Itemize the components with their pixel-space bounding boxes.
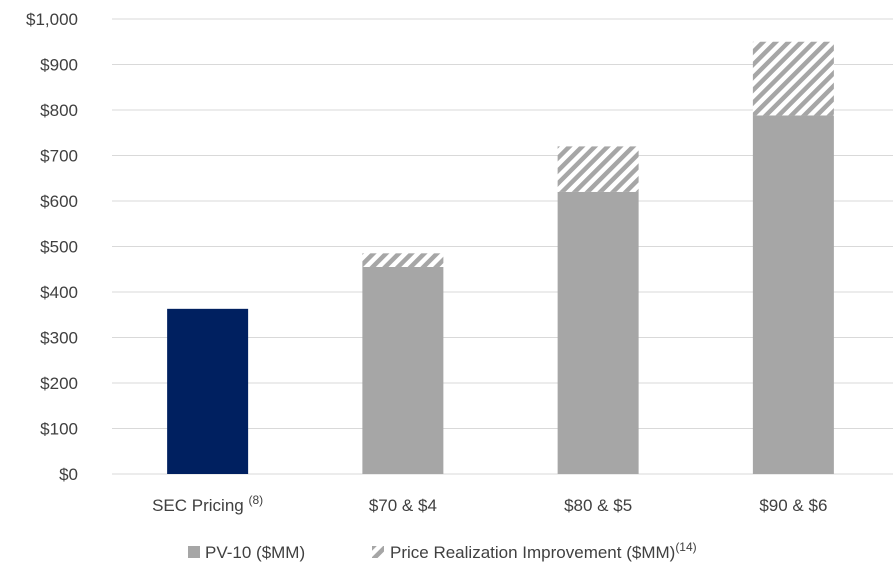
bar-price-realization: [752, 41, 834, 116]
x-category-text: $90 & $6: [759, 496, 827, 515]
y-axis-tick-labels: $0 $100 $200 $300 $400 $500 $600 $700 $800 $900 $1…: [26, 10, 78, 484]
legend-label-footnote: (14): [675, 540, 696, 554]
y-tick-label: $800: [40, 101, 78, 120]
bar-price-realization: [362, 253, 444, 267]
legend-swatch-price-realization: [372, 546, 384, 558]
bar-pv10: [557, 191, 639, 474]
x-category-text: $80 & $5: [564, 496, 632, 515]
bar-sec-pricing: [167, 308, 249, 474]
x-category-text: $70 & $4: [369, 496, 437, 515]
legend-label-pv10: PV-10 ($MM): [205, 543, 305, 562]
legend-swatch-pv10: [188, 546, 200, 558]
x-category-label: $70 & $4: [369, 496, 437, 515]
legend: PV-10 ($MM) Price Realization Improvement…: [188, 540, 697, 562]
bars: [167, 41, 834, 475]
x-category-text: SEC Pricing: [152, 496, 244, 515]
x-category-label: $80 & $5: [564, 496, 632, 515]
legend-label-price-realization: Price Realization Improvement ($MM)(14): [390, 540, 697, 562]
x-category-label: $90 & $6: [759, 496, 827, 515]
bar-pv10: [752, 115, 834, 475]
x-axis-category-labels: SEC Pricing (8) $70 & $4 $80 & $5 $90 & $6: [152, 493, 827, 515]
y-tick-label: $600: [40, 192, 78, 211]
y-tick-label: $300: [40, 329, 78, 348]
x-category-label: SEC Pricing (8): [152, 493, 263, 515]
y-tick-label: $100: [40, 420, 78, 439]
y-tick-label: $200: [40, 374, 78, 393]
y-tick-label: $700: [40, 147, 78, 166]
legend-label-text: Price Realization Improvement ($MM): [390, 543, 675, 562]
y-tick-label: $400: [40, 283, 78, 302]
x-category-footnote: (8): [248, 493, 263, 507]
y-tick-label: $0: [59, 465, 78, 484]
y-tick-label: $900: [40, 56, 78, 75]
y-tick-label: $1,000: [26, 10, 78, 29]
bar-pv10: [362, 266, 444, 474]
bar-price-realization: [557, 146, 639, 192]
y-tick-label: $500: [40, 238, 78, 257]
